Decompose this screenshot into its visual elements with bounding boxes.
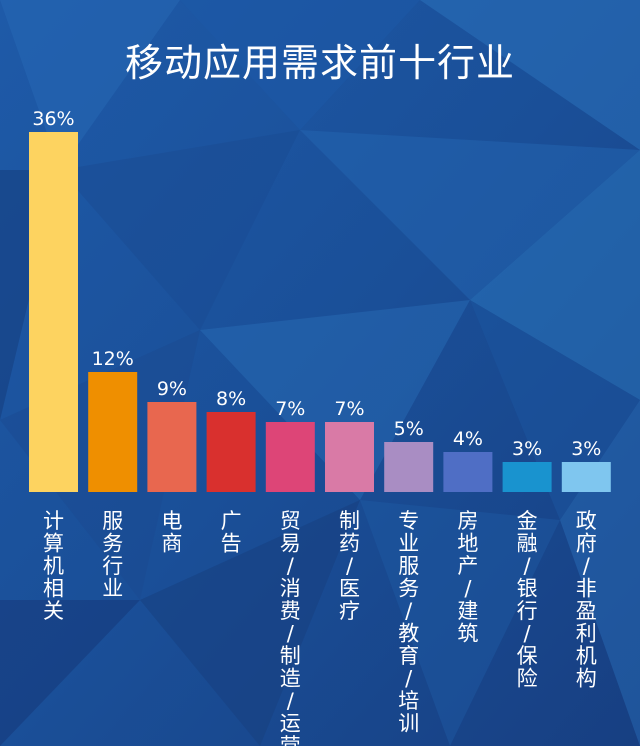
bar-1: [29, 132, 78, 492]
category-label-8: 房地产/建筑: [457, 509, 478, 646]
category-label-3: 电商: [161, 509, 182, 556]
bar-4: [206, 412, 256, 492]
bar-9: [502, 462, 552, 492]
bar-5: [265, 422, 315, 492]
category-label-7: 专业服务/教育/培训: [398, 509, 419, 736]
data-label-6: 7%: [334, 398, 364, 420]
category-label-2: 服务行业: [102, 509, 123, 601]
data-label-1: 36%: [32, 108, 74, 130]
chart-title: 移动应用需求前十行业: [124, 41, 515, 85]
bar-8: [443, 452, 493, 492]
data-label-2: 12%: [92, 348, 134, 370]
bar-3: [147, 402, 197, 492]
bar-7: [384, 442, 434, 492]
data-label-7: 5%: [394, 418, 424, 440]
data-label-5: 7%: [275, 398, 305, 420]
data-label-10: 3%: [571, 438, 601, 460]
bar-2: [88, 372, 138, 492]
bar-10: [561, 462, 611, 492]
category-label-1: 计算机相关: [43, 509, 64, 623]
category-label-10: 政府/非盈利机构: [576, 509, 597, 691]
category-label-4: 广告: [221, 509, 242, 556]
category-label-9: 金融/银行/保险: [517, 509, 538, 691]
bar-6: [325, 422, 374, 492]
data-label-9: 3%: [512, 438, 542, 460]
data-label-3: 9%: [157, 378, 187, 400]
category-label-6: 制药/医疗: [339, 509, 360, 623]
category-label-5: 贸易/消费/制造/运营: [280, 509, 301, 746]
data-label-4: 8%: [216, 388, 246, 410]
data-label-8: 4%: [453, 428, 483, 450]
